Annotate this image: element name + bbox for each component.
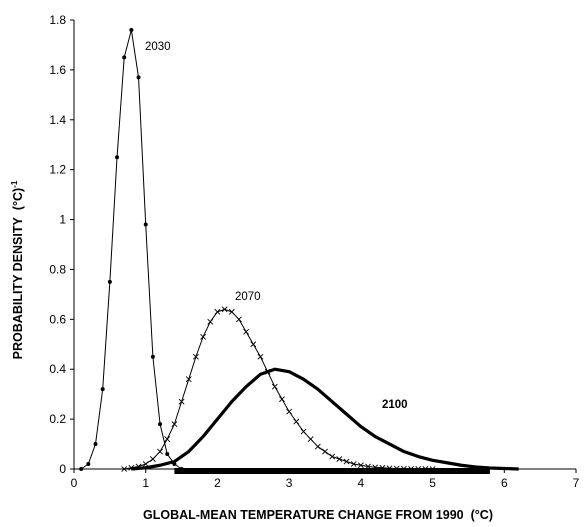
y-tick-label: 0.8 [49,262,66,276]
point-2070 [171,421,178,428]
point-2070 [236,316,242,323]
point-2070 [142,461,149,467]
point-2070 [314,443,321,450]
series-line-2100 [131,367,519,471]
point-2030 [150,354,155,359]
point-2070 [343,458,350,465]
point-2070 [336,456,343,462]
y-tick-label: 1 [59,213,66,227]
point-2030 [79,467,84,471]
point-2070 [121,466,128,472]
point-2070 [322,448,328,455]
y-tick-label: 0.2 [49,412,66,426]
point-2030 [179,467,184,471]
point-2070 [243,328,250,335]
point-2070 [279,396,285,403]
x-axis-title: GLOBAL-MEAN TEMPERATURE CHANGE FROM 1990… [143,508,493,522]
point-2070 [178,398,185,405]
point-2070 [228,308,235,315]
point-2070 [422,466,429,472]
point-2030 [136,75,141,80]
y-tick-label: 1.8 [49,13,66,27]
point-2070 [192,353,199,360]
point-2030 [115,155,120,160]
point-2070 [257,353,264,360]
point-2070 [372,464,379,471]
range-bar [174,468,490,474]
y-tick-label: 1.4 [49,113,66,127]
series-line-2030 [80,29,182,470]
point-2030 [122,55,127,60]
point-2070 [293,418,300,425]
series-label-2030: 2030 [145,41,171,53]
point-2070 [357,462,364,469]
point-2070 [157,448,163,455]
x-tick-label: 7 [573,476,580,490]
point-2070 [429,466,436,472]
point-2070 [379,464,386,471]
point-2070 [271,383,278,390]
point-2070 [250,341,257,348]
point-2030 [107,279,112,284]
x-tick-label: 0 [71,476,78,490]
y-tick-label: 1.6 [49,63,66,77]
point-2030 [100,387,105,392]
x-tick-label: 1 [142,476,149,490]
point-2070 [400,465,407,472]
y-tick-label: 1.2 [49,163,66,177]
x-tick-label: 3 [286,476,293,490]
series-layer [79,27,519,472]
y-tick-label: 0.6 [49,312,66,326]
y-tick-label: 0 [59,462,66,476]
x-tick-label: 4 [358,476,365,490]
point-2070 [350,461,357,467]
point-2070 [214,308,221,315]
point-2070 [185,376,192,383]
point-2070 [329,453,336,460]
series-line-2070 [124,308,433,470]
point-2070 [408,465,414,472]
point-2070 [221,306,228,313]
y-axis-title: PROBABILITY DENSITY(°C)-1 [10,180,25,359]
point-2070 [286,408,293,415]
point-2070 [300,428,307,435]
point-2070 [386,465,393,472]
point-2070 [365,463,371,470]
point-2030 [143,222,148,227]
point-2030 [129,27,134,32]
point-2070 [307,436,314,442]
point-2070 [207,318,214,325]
point-2070 [415,466,422,472]
axes [73,20,576,470]
point-2030 [86,462,91,467]
point-2030 [165,452,170,457]
point-2070 [164,436,171,442]
point-2030 [93,442,98,447]
series-label-2070: 2070 [235,291,261,303]
x-tick-label: 2 [214,476,221,490]
point-2070 [393,465,400,472]
point-2030 [158,422,163,427]
point-2070 [149,456,156,462]
series-label-2100: 2100 [382,399,408,411]
y-tick-label: 0.4 [49,362,66,376]
range-bar-layer [174,468,490,474]
ticks: 0 1 2 3 4 5 6 7 0 0.2 0.4 0.6 0.8 1 1.2 1.4 1.6 1.8 [49,13,579,490]
x-tick-label: 5 [429,476,436,490]
point-2070 [200,333,207,340]
x-tick-label: 6 [501,476,508,490]
